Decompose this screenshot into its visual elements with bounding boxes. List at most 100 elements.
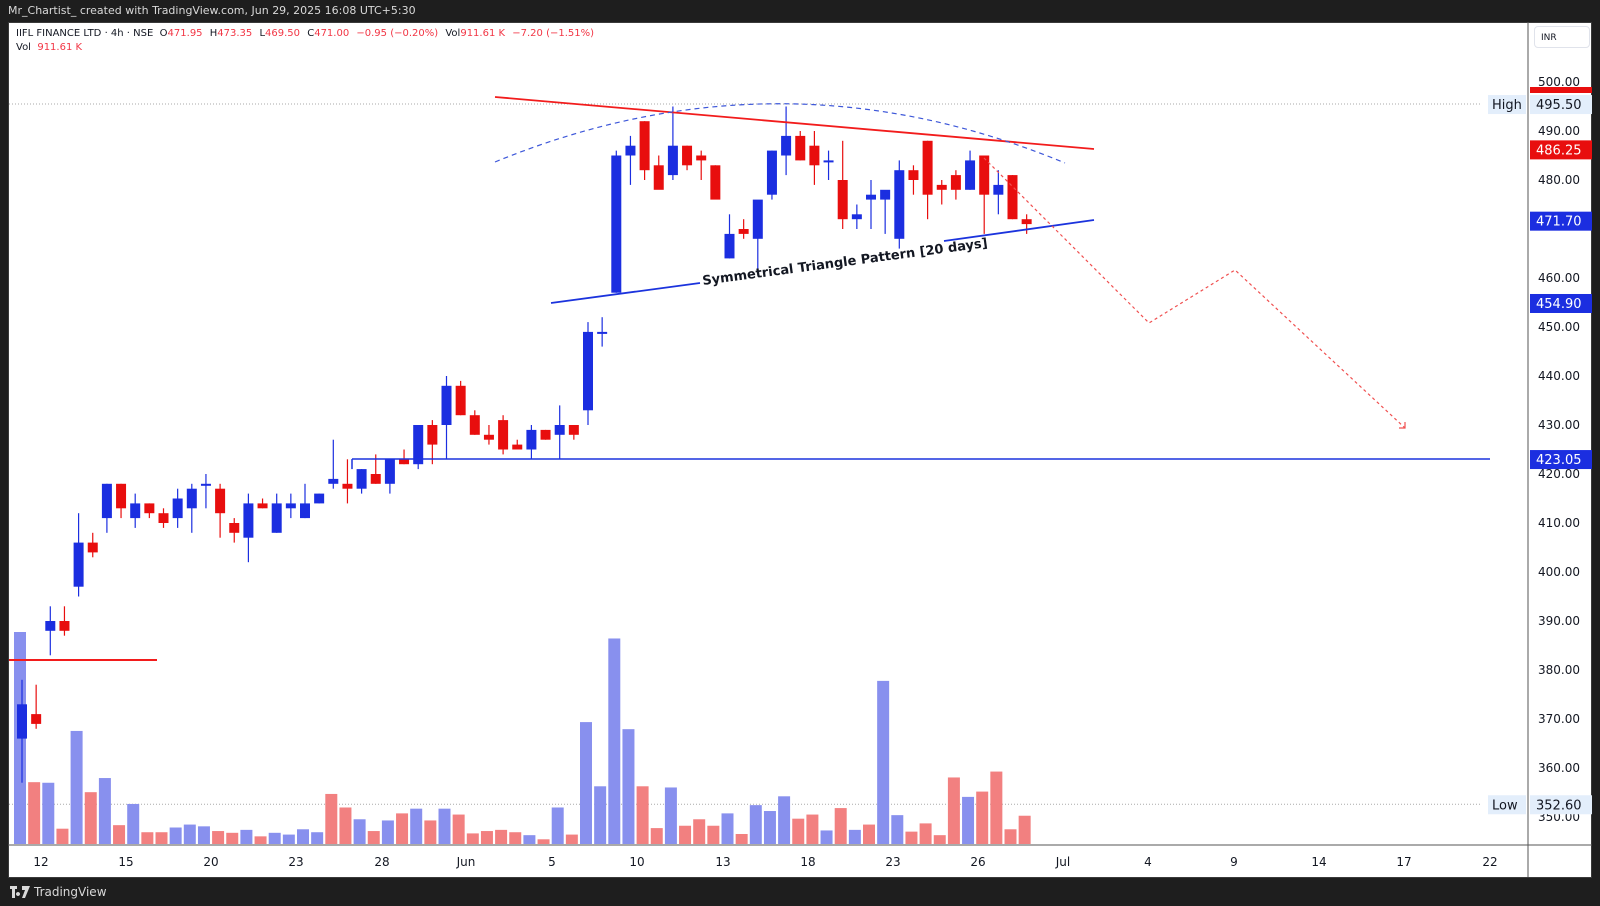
- volume-bar: [679, 825, 692, 844]
- candle: [979, 155, 990, 234]
- volume-bar: [70, 730, 83, 844]
- candle: [469, 410, 480, 435]
- candle: [809, 131, 820, 185]
- volume-change: −7.20 (−1.51%): [512, 28, 595, 39]
- price-tick: 360.00: [1538, 761, 1580, 775]
- volume-bar: [254, 836, 267, 844]
- low-value: 469.50: [265, 28, 301, 39]
- candle: [1007, 175, 1018, 220]
- attribution-bar: Mr_Chartist_ created with TradingView.co…: [0, 0, 1600, 22]
- svg-text:495.50: 495.50: [1536, 98, 1582, 113]
- volume-bar: [580, 722, 592, 844]
- candle: [116, 483, 127, 519]
- currency-button[interactable]: INR: [1534, 26, 1590, 48]
- footer: TradingView: [0, 878, 1600, 906]
- volume-bar: [863, 824, 875, 844]
- svg-text:486.25: 486.25: [1536, 143, 1582, 158]
- price-tick: 450.00: [1538, 320, 1580, 334]
- time-tick: 18: [800, 855, 815, 869]
- candle: [540, 429, 551, 440]
- volume-bar: [947, 777, 960, 844]
- candle: [696, 150, 707, 180]
- price-badge-low: 352.60 Low: [1488, 795, 1592, 815]
- volume-bar: [919, 823, 932, 844]
- volume-bar: [905, 831, 918, 844]
- time-tick: 9: [1230, 855, 1238, 869]
- volume-bar: [891, 815, 904, 844]
- time-tick: 23: [288, 855, 303, 869]
- candle: [1021, 214, 1032, 234]
- candle: [144, 503, 155, 519]
- time-tick: Jul: [1055, 855, 1070, 869]
- volume-bar: [650, 828, 663, 844]
- price-tick: 430.00: [1538, 418, 1580, 432]
- time-tick: 23: [885, 855, 900, 869]
- symbol-legend: IIFL FINANCE LTD · 4h · NSE O471.95 H473…: [16, 27, 598, 55]
- volume-bar: [877, 680, 890, 844]
- candle: [526, 425, 537, 460]
- candle: [413, 425, 424, 470]
- close-value: 471.00: [314, 28, 350, 39]
- candle: [880, 189, 891, 234]
- volume-bar: [424, 820, 437, 844]
- volume-bar: [240, 829, 253, 844]
- projection-arrow-icon: [1399, 422, 1406, 429]
- volume-bar: [141, 832, 154, 844]
- volume-bar: [410, 808, 423, 844]
- time-tick: 28: [374, 855, 389, 869]
- time-tick: 22: [1482, 855, 1497, 869]
- volume-bar: [84, 792, 97, 844]
- volume-bar: [56, 828, 69, 844]
- projected-path: [983, 157, 1406, 429]
- candle: [87, 532, 98, 558]
- candle: [300, 483, 310, 519]
- rounding-top-arc: [494, 103, 1066, 164]
- candle: [950, 170, 961, 200]
- candle: [31, 684, 42, 729]
- volume-bar: [834, 808, 847, 844]
- candle: [17, 679, 27, 783]
- candle: [384, 459, 395, 494]
- volume-bar: [806, 814, 819, 844]
- candle: [851, 204, 862, 229]
- volume-bar: [792, 818, 805, 844]
- candle: [639, 121, 650, 180]
- volume-bar: [1004, 829, 1017, 844]
- volume-bar: [565, 834, 578, 844]
- time-tick: 14: [1311, 855, 1326, 869]
- time-tick: 10: [629, 855, 644, 869]
- svg-text:High: High: [1492, 98, 1522, 113]
- price-tick: 400.00: [1538, 565, 1580, 579]
- price-tick: 500.00: [1538, 75, 1580, 89]
- volume-bar: [98, 778, 111, 844]
- volume-bar: [297, 829, 309, 844]
- candle: [483, 425, 494, 445]
- candle: [498, 415, 509, 455]
- candle: [965, 150, 976, 190]
- price-badge-blue: 423.05: [1530, 450, 1592, 470]
- svg-text:Low: Low: [1492, 798, 1518, 813]
- volume-bar: [42, 782, 55, 844]
- price-tick: 490.00: [1538, 124, 1580, 138]
- volume-bar: [466, 833, 479, 844]
- candle: [568, 425, 579, 440]
- price-tick: 480.00: [1538, 173, 1580, 187]
- volume-bar: [169, 827, 182, 844]
- time-tick: 26: [970, 855, 985, 869]
- candle: [766, 150, 777, 200]
- volume-bar: [155, 832, 168, 844]
- volume-bar: [933, 835, 946, 844]
- candle: [200, 474, 211, 509]
- volume-bar: [381, 820, 394, 844]
- symbol-name[interactable]: IIFL FINANCE LTD · 4h · NSE: [16, 28, 154, 39]
- price-badge-high: 495.50 High: [1488, 95, 1592, 115]
- candle: [328, 439, 339, 489]
- volume-bar: [353, 819, 366, 844]
- volume-bar: [1018, 815, 1031, 844]
- price-badge-blue: 454.90: [1530, 293, 1592, 313]
- price-tick: 370.00: [1538, 712, 1580, 726]
- price-tick: 460.00: [1538, 271, 1580, 285]
- change-value: −0.95 (−0.20%): [356, 28, 439, 39]
- tradingview-logo: TradingView: [10, 885, 107, 899]
